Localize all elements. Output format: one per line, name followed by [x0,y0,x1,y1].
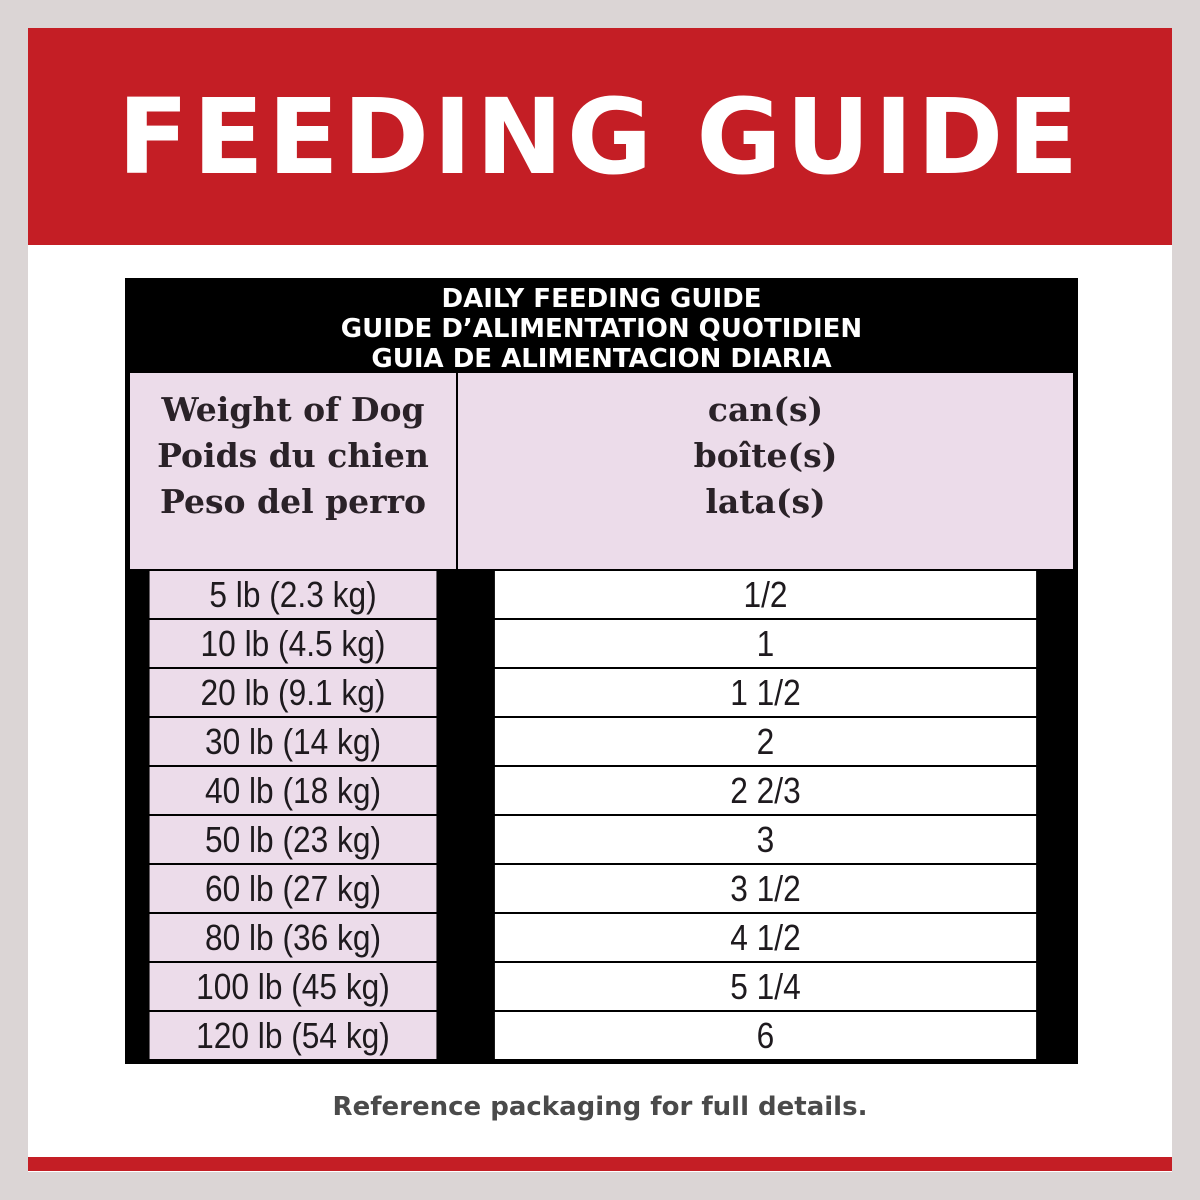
cans-cell: 3 1/2 [494,865,1037,912]
cans-column-header: can(s) boîte(s) lata(s) [458,373,1073,569]
header-label-fr: Poids du chien [157,436,429,475]
cans-cell: 5 1/4 [494,963,1037,1010]
weight-cell: 80 lb (36 kg) [149,914,437,961]
header-label-fr: boîte(s) [693,436,838,475]
cans-cell: 1 [494,620,1037,667]
table-title: DAILY FEEDING GUIDE GUIDE D’ALIMENTATION… [130,278,1073,374]
header-label-en: can(s) [707,390,824,429]
weight-cell: 20 lb (9.1 kg) [149,669,437,716]
cans-cell: 1/2 [494,571,1037,618]
table-grid: Weight of Dog Poids du chien Peso del pe… [130,373,1073,1059]
reference-note: Reference packaging for full details. [332,1092,868,1122]
cans-cell: 1 1/2 [494,669,1037,716]
table-title-en: DAILY FEEDING GUIDE [441,284,762,314]
weight-column-header: Weight of Dog Poids du chien Peso del pe… [130,373,456,569]
table-title-es: GUIA DE ALIMENTACION DIARIA [371,344,832,374]
weight-cell: 30 lb (14 kg) [149,718,437,765]
feeding-guide-card: FEEDING GUIDE DAILY FEEDING GUIDE GUIDE … [28,28,1172,1172]
bottom-accent-bar [28,1157,1172,1171]
table-title-fr: GUIDE D’ALIMENTATION QUOTIDIEN [340,314,863,344]
weight-cell: 10 lb (4.5 kg) [149,620,437,667]
cans-cell: 4 1/2 [494,914,1037,961]
header-label-es: lata(s) [705,482,826,521]
header-label-es: Peso del perro [160,482,426,521]
cans-cell: 2 2/3 [494,767,1037,814]
feeding-table: DAILY FEEDING GUIDE GUIDE D’ALIMENTATION… [125,278,1078,1064]
cans-cell: 3 [494,816,1037,863]
weight-cell: 100 lb (45 kg) [149,963,437,1010]
cans-cell: 2 [494,718,1037,765]
cans-cell: 6 [494,1012,1037,1059]
title-banner: FEEDING GUIDE [28,28,1172,245]
page-title: FEEDING GUIDE [117,75,1083,198]
weight-cell: 60 lb (27 kg) [149,865,437,912]
weight-cell: 40 lb (18 kg) [149,767,437,814]
weight-cell: 5 lb (2.3 kg) [149,571,437,618]
weight-cell: 120 lb (54 kg) [149,1012,437,1059]
header-label-en: Weight of Dog [161,390,425,429]
weight-cell: 50 lb (23 kg) [149,816,437,863]
